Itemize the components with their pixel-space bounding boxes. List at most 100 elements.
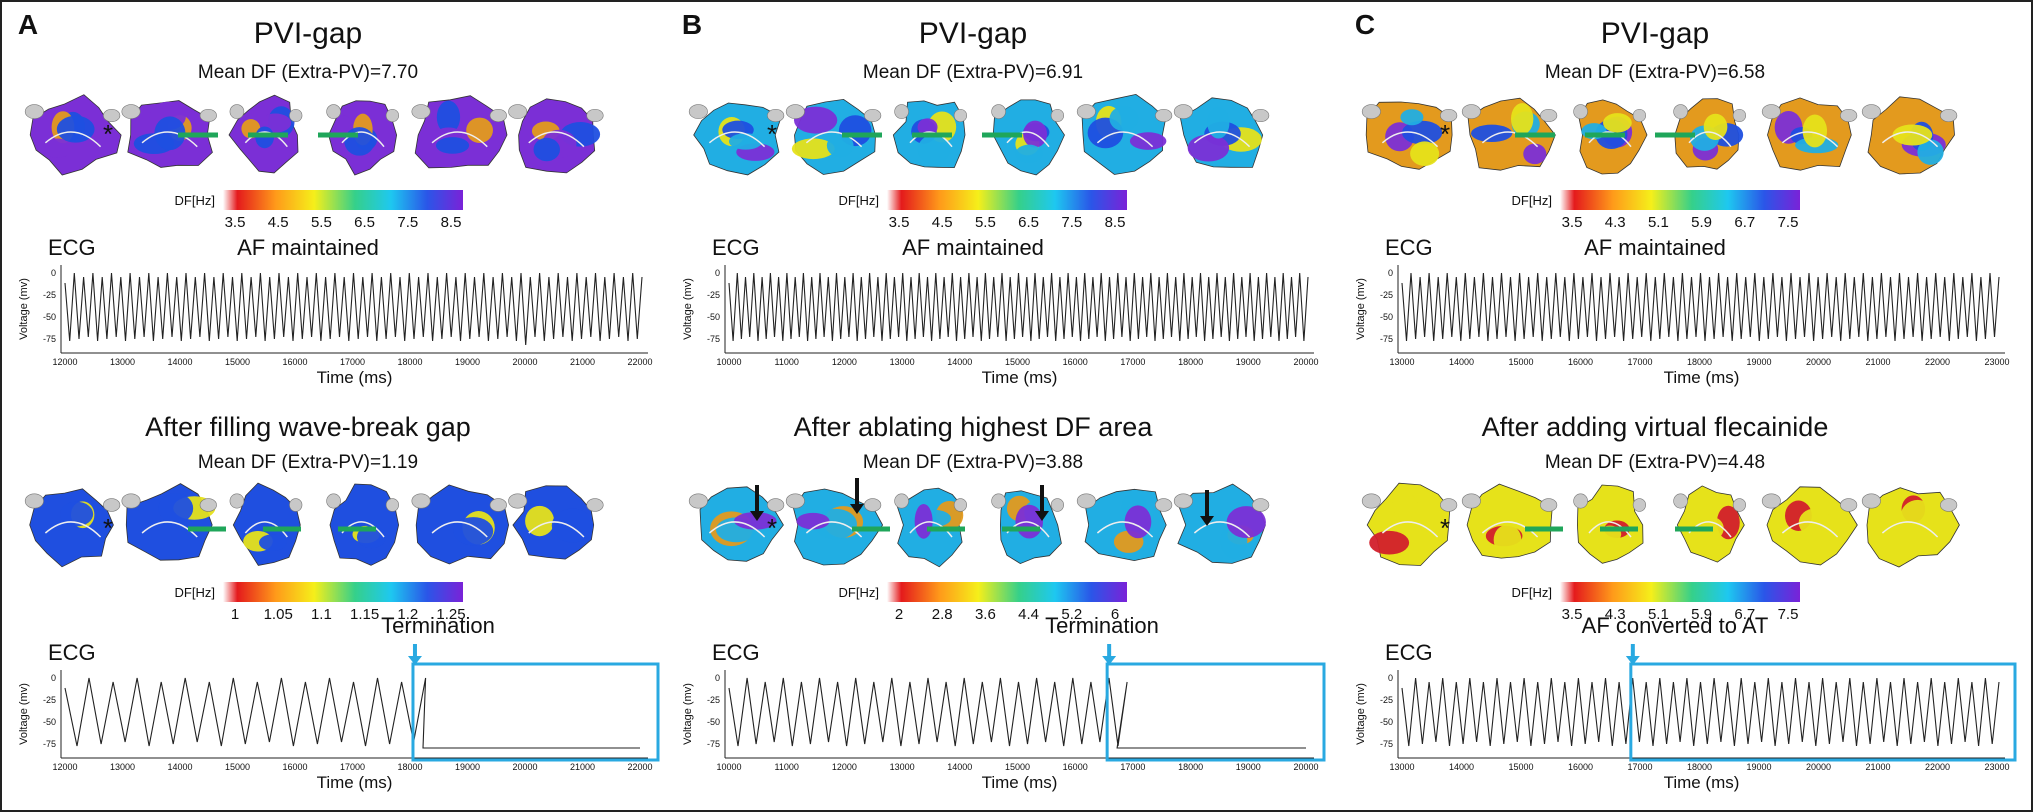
df-patch — [728, 133, 763, 150]
pv-stub — [1173, 104, 1193, 119]
pv-stub — [785, 493, 805, 509]
df-patch — [917, 118, 938, 136]
atria-row-bottom: * — [688, 478, 1270, 568]
y-tick-label: -50 — [707, 312, 720, 322]
df-patch — [1369, 530, 1410, 555]
ecg-chart-bottom: 0 -25 -50 -75 10000 11000 12000 13000 14000 15000… — [682, 644, 1326, 792]
x-tick-label: 20000 — [1806, 762, 1831, 772]
df-patch — [1511, 103, 1534, 135]
colorbar-tick-label: 4.5 — [932, 214, 953, 231]
pv-stub — [199, 498, 217, 512]
df-colorbar: DF[Hz] 3.5 4.3 5.1 5.9 6.7 7.5 — [1512, 582, 1800, 623]
x-tick-label: 18000 — [1687, 357, 1712, 367]
x-tick-label: 12000 — [832, 762, 857, 772]
x-tick-label: 16000 — [1063, 762, 1088, 772]
pv-stub — [508, 104, 528, 119]
pv-stub — [24, 493, 44, 509]
wave-line — [1881, 521, 1939, 538]
colorbar-tick-label: 4.3 — [1605, 214, 1626, 231]
wave-line — [1193, 521, 1251, 538]
event-arrowhead — [1625, 656, 1640, 665]
x-tick-label: 22000 — [627, 357, 652, 367]
outcome-label: Termination — [1045, 613, 1159, 638]
x-tick-label: 19000 — [1746, 357, 1771, 367]
colorbar-tick-label: 7.5 — [397, 214, 418, 231]
df-patch — [733, 512, 777, 530]
x-tick-label: 15000 — [1005, 357, 1030, 367]
colorbar-gradient — [1560, 582, 1800, 602]
ecg-trace — [1401, 272, 2000, 342]
y-tick-label: -50 — [707, 717, 720, 727]
wave-line — [141, 521, 198, 538]
colorbar-tick-label: 5.2 — [1061, 606, 1082, 623]
df-patch — [1400, 109, 1424, 126]
pv-stub — [489, 108, 507, 123]
colorbar-tick-label: 7.5 — [1778, 214, 1799, 231]
pv-stub — [229, 493, 245, 509]
atria-row-top: * — [24, 94, 604, 176]
pv-stub — [953, 498, 968, 512]
pv-stub — [1461, 104, 1481, 119]
x-tick-label: 18000 — [1178, 357, 1203, 367]
y-tick-label: -75 — [707, 739, 720, 749]
pv-stub — [1540, 498, 1558, 512]
x-tick-label: 18000 — [397, 357, 422, 367]
pv-stub — [326, 493, 341, 509]
wave-line — [1781, 131, 1839, 148]
x-tick-label: 21000 — [570, 357, 595, 367]
pv-stub — [688, 493, 708, 509]
asterisk-mark: * — [1440, 119, 1450, 149]
x-tick-label: 14000 — [167, 762, 192, 772]
pv-stub — [489, 498, 507, 512]
x-tick-label: 17000 — [1120, 357, 1145, 367]
wave-line — [805, 521, 863, 538]
colorbar-tick-label: 5.9 — [1691, 606, 1712, 623]
df-patch — [56, 115, 95, 143]
x-tick-label: 11000 — [775, 762, 799, 772]
pv-stub — [894, 493, 909, 509]
df-patch — [791, 138, 835, 160]
pv-stub — [103, 498, 121, 512]
ecg-chart-bottom: 0 -25 -50 -75 12000 13000 14000 15000 16000 17000… — [18, 644, 660, 792]
y-tick-label: 0 — [1388, 673, 1393, 683]
colorbar-tick-label: 6.7 — [1734, 214, 1755, 231]
x-tick-label: 19000 — [1746, 762, 1771, 772]
pv-stub — [1155, 108, 1173, 123]
pv-stub — [1440, 108, 1458, 123]
df-patch — [1391, 493, 1419, 519]
df-patch — [1015, 144, 1043, 163]
pv-stub — [121, 493, 141, 509]
df-patch — [1187, 134, 1230, 162]
colorbar-label: DF[Hz] — [839, 585, 879, 600]
top-mean-df: Mean DF (Extra-PV)=7.70 — [198, 62, 418, 83]
x-tick-label: 19000 — [455, 762, 480, 772]
ecg-trace — [1401, 677, 2000, 747]
colorbar-tick-label: 4.4 — [1018, 606, 1039, 623]
pv-stub — [508, 493, 528, 509]
bottom-mean-df: Mean DF (Extra-PV)=4.48 — [1545, 452, 1765, 473]
ecg-status: AF maintained — [1584, 235, 1726, 260]
pv-stub — [991, 493, 1006, 509]
atria-row-top: * — [1361, 96, 1958, 175]
highlight-box — [1105, 662, 1326, 762]
atria-row-top: * — [688, 93, 1270, 176]
x-tick-label: 18000 — [1178, 762, 1203, 772]
colorbar-tick-label: 8.5 — [1105, 214, 1126, 231]
pv-stub — [24, 104, 44, 119]
y-tick-label: -50 — [43, 312, 56, 322]
y-tick-label: -50 — [43, 717, 56, 727]
x-tick-label: 14000 — [947, 357, 972, 367]
asterisk-mark: * — [767, 119, 777, 149]
colorbar-tick-label: 3.5 — [1562, 606, 1583, 623]
pv-stub — [688, 104, 708, 119]
x-tick-label: 16000 — [1568, 357, 1593, 367]
df-colorbar: DF[Hz] 3.5 4.3 5.1 5.9 6.7 7.5 — [1512, 190, 1800, 231]
ecg-trace — [64, 677, 640, 749]
atria-row-bottom: * — [24, 482, 604, 568]
df-patch — [1603, 113, 1632, 133]
pv-stub — [1540, 108, 1558, 123]
df-patch — [435, 137, 470, 154]
ablation-arrowhead — [1035, 511, 1049, 521]
x-tick-label: 12000 — [52, 762, 77, 772]
